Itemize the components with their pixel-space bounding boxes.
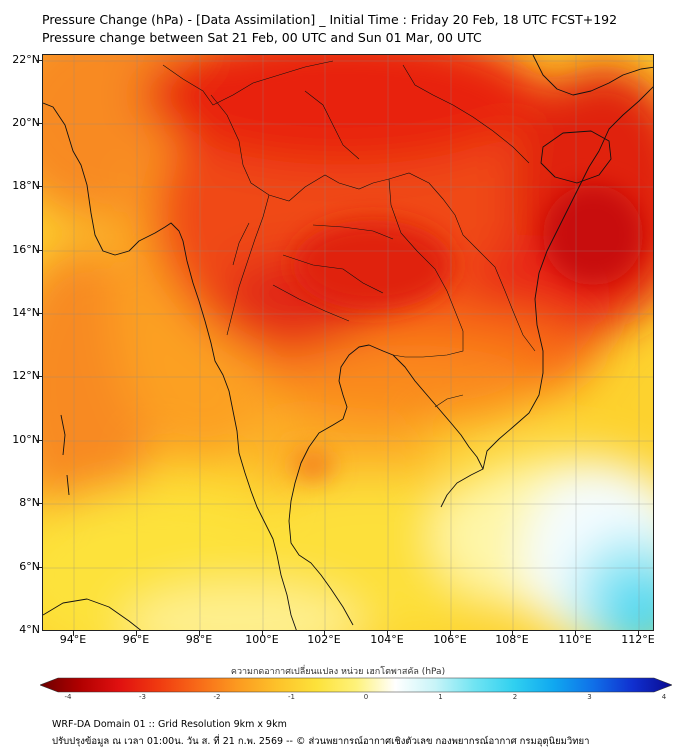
y-tick: [36, 503, 42, 504]
x-tick: [199, 631, 200, 636]
lon-label-94e: 94°E: [59, 633, 87, 646]
lat-label-20n: 20°N: [12, 116, 40, 129]
colorbar-tick-label: -2: [213, 693, 221, 701]
lon-label-110e: 110°E: [558, 633, 592, 646]
colorbar-tick-label: -1: [288, 693, 295, 701]
coastlines: [43, 55, 653, 630]
y-tick: [36, 250, 42, 251]
lat-label-22n: 22°N: [12, 53, 40, 66]
footer-model-info: WRF-DA Domain 01 :: Grid Resolution 9km …: [52, 719, 287, 730]
lat-label-16n: 16°N: [12, 243, 40, 256]
lon-label-100e: 100°E: [245, 633, 279, 646]
y-tick: [36, 60, 42, 61]
country-borders: [162, 60, 536, 408]
x-tick: [262, 631, 263, 636]
y-tick: [36, 567, 42, 568]
y-tick: [36, 313, 42, 314]
lon-label-98e: 98°E: [185, 633, 213, 646]
colorbar-tick-label: -3: [139, 693, 146, 701]
map-canvas: [43, 55, 653, 630]
y-tick: [36, 123, 42, 124]
pressure-change-map[interactable]: [42, 54, 654, 631]
x-tick: [638, 631, 639, 636]
lon-label-108e: 108°E: [495, 633, 529, 646]
lat-label-6n: 6°N: [19, 560, 40, 573]
x-tick: [450, 631, 451, 636]
colorbar-tick-label: 2: [512, 693, 518, 701]
chart-title: Pressure Change (hPa) - [Data Assimilati…: [42, 12, 618, 27]
lat-label-18n: 18°N: [12, 179, 40, 192]
x-tick: [575, 631, 576, 636]
x-tick: [136, 631, 137, 636]
lat-label-8n: 8°N: [19, 496, 40, 509]
x-tick: [73, 631, 74, 636]
colorbar: [40, 677, 672, 693]
colorbar-tick-label: 0: [363, 693, 369, 701]
footer-credit: ปรับปรุงข้อมูล ณ เวลา 01:00น. วัน ส. ที่…: [52, 736, 590, 747]
colorbar-title: ความกดอากาศเปลี่ยนแปลง หน่วย เฮกโตพาสคัล…: [230, 667, 446, 677]
chart-subtitle: Pressure change between Sat 21 Feb, 00 U…: [42, 30, 482, 45]
colorbar-tick-label: -4: [64, 693, 72, 701]
y-tick: [36, 440, 42, 441]
lat-label-10n: 10°N: [12, 433, 40, 446]
lon-label-102e: 102°E: [307, 633, 341, 646]
pressure-field: [43, 55, 653, 630]
colorbar-tick-label: 4: [661, 693, 667, 701]
x-tick: [324, 631, 325, 636]
lat-label-14n: 14°N: [12, 306, 40, 319]
lon-label-104e: 104°E: [370, 633, 404, 646]
x-tick: [512, 631, 513, 636]
lon-label-106e: 106°E: [433, 633, 467, 646]
lon-label-96e: 96°E: [122, 633, 150, 646]
lat-label-12n: 12°N: [12, 369, 40, 382]
graticule: [43, 55, 653, 630]
colorbar-bar: [40, 677, 672, 693]
x-tick: [387, 631, 388, 636]
lat-label-4n: 4°N: [19, 623, 40, 636]
lon-label-112e: 112°E: [621, 633, 655, 646]
colorbar-tick-label: 3: [587, 693, 592, 701]
y-tick: [36, 186, 42, 187]
y-tick: [36, 376, 42, 377]
colorbar-tick-label: 1: [438, 693, 443, 701]
